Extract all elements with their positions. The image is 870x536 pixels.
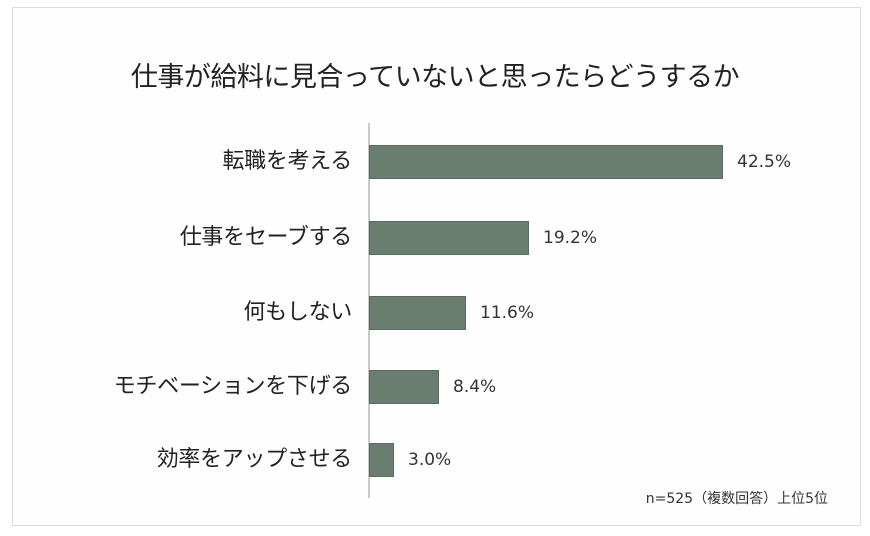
- bar: [369, 221, 529, 255]
- category-label: 仕事をセーブする: [179, 225, 353, 250]
- chart-title: 仕事が給料に見合っていないと思ったらどうするか: [130, 62, 740, 93]
- value-label: 42.5%: [737, 152, 792, 172]
- value-label: 11.6%: [480, 303, 535, 323]
- bar-row: 転職を考える 42.5%: [0, 145, 870, 179]
- bar-row: 効率をアップさせる 3.0%: [0, 443, 870, 477]
- sample-note: n=525（複数回答）上位5位: [645, 491, 828, 507]
- bar-row: 何もしない 11.6%: [0, 296, 870, 330]
- chart-frame: [12, 7, 861, 526]
- bar: [369, 443, 394, 477]
- bar-row: モチベーションを下げる 8.4%: [0, 370, 870, 404]
- bar-row: 仕事をセーブする 19.2%: [0, 221, 870, 255]
- bar: [369, 296, 466, 330]
- bar: [369, 145, 723, 179]
- bar: [369, 370, 439, 404]
- category-label: モチベーションを下げる: [113, 374, 353, 399]
- value-label: 19.2%: [543, 228, 598, 248]
- category-label: 効率をアップさせる: [156, 447, 353, 472]
- value-label: 3.0%: [408, 450, 452, 470]
- value-label: 8.4%: [453, 377, 497, 397]
- y-axis-line: [368, 123, 370, 498]
- category-label: 何もしない: [243, 300, 352, 325]
- category-label: 転職を考える: [222, 149, 352, 174]
